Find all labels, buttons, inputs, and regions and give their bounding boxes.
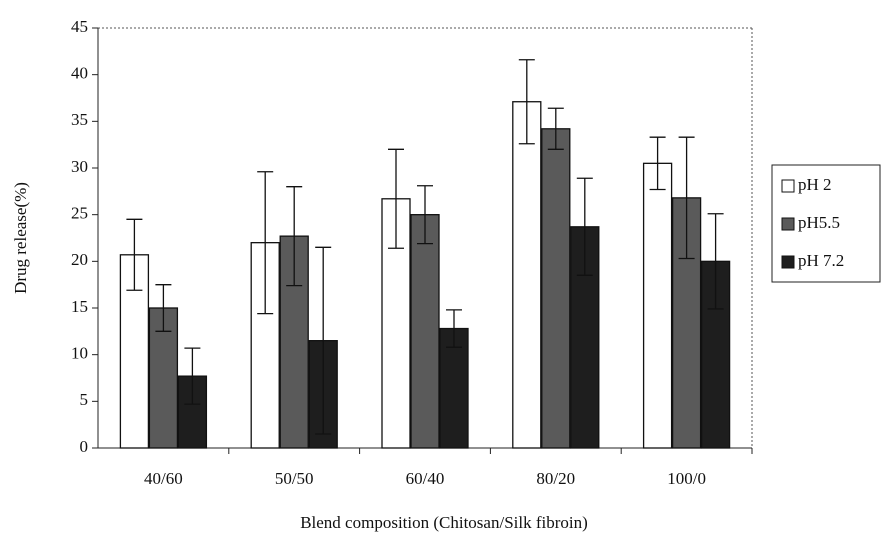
- y-axis-label: Drug release(%): [11, 182, 30, 294]
- x-tick-label: 100/0: [667, 469, 706, 488]
- error-bar: [155, 284, 172, 332]
- y-tick-label: 5: [80, 390, 89, 409]
- error-bar: [678, 136, 695, 260]
- error-bar: [576, 177, 593, 276]
- error-bar: [446, 309, 462, 348]
- bar: [410, 214, 440, 449]
- error-bar: [417, 185, 433, 245]
- bar: [512, 101, 542, 449]
- x-tick-label: 60/40: [406, 469, 445, 488]
- x-tick-label: 50/50: [275, 469, 314, 488]
- error-bar: [388, 148, 404, 249]
- x-axis-label: Blend composition (Chitosan/Silk fibroin…: [300, 513, 588, 532]
- y-tick-label: 40: [71, 64, 88, 83]
- error-bar: [315, 246, 332, 435]
- bar: [642, 162, 673, 449]
- legend-swatch: [781, 179, 795, 193]
- legend-label: pH5.5: [798, 213, 840, 232]
- bar: [541, 128, 571, 449]
- y-tick-label: 25: [71, 204, 88, 223]
- x-tick-label: 40/60: [144, 469, 183, 488]
- y-tick-label: 35: [71, 110, 88, 129]
- error-bar: [126, 218, 143, 291]
- legend-swatch: [781, 255, 795, 269]
- bar: [439, 327, 469, 449]
- y-tick-label: 0: [80, 437, 89, 456]
- error-bar: [649, 136, 666, 191]
- error-bar: [184, 347, 201, 405]
- error-bar: [257, 171, 274, 315]
- x-tick-label: 80/20: [536, 469, 575, 488]
- y-tick-label: 20: [71, 250, 88, 269]
- y-tick-label: 15: [71, 297, 88, 316]
- y-tick-label: 45: [71, 17, 88, 36]
- legend-swatch: [781, 217, 795, 231]
- error-bar: [286, 186, 303, 287]
- legend-label: pH 2: [798, 175, 832, 194]
- error-bar: [547, 107, 564, 150]
- y-tick-label: 30: [71, 157, 88, 176]
- y-tick-label: 10: [71, 344, 88, 363]
- legend-label: pH 7.2: [798, 251, 844, 270]
- error-bar: [518, 59, 535, 145]
- error-bar: [707, 213, 724, 310]
